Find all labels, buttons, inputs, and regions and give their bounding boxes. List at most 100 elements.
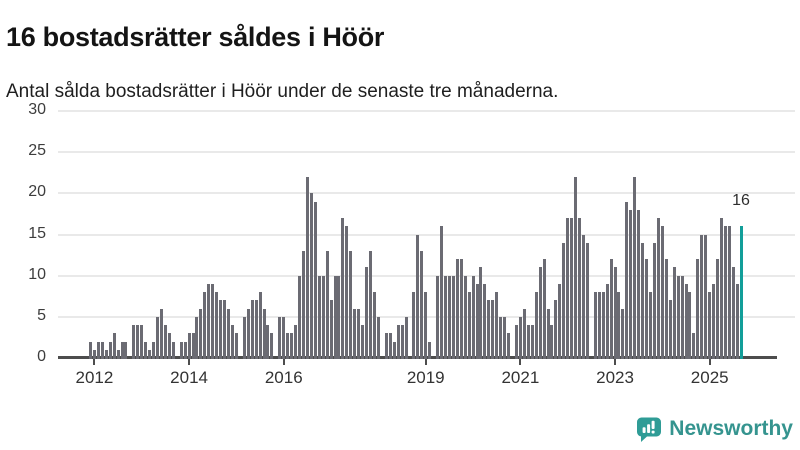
bar: [167, 333, 171, 359]
bar: [436, 275, 440, 359]
bar: [660, 226, 664, 359]
y-gridline: [58, 192, 795, 195]
y-axis-label: 0: [37, 348, 46, 365]
bar: [207, 283, 211, 359]
x-axis-label: 2023: [596, 368, 634, 387]
bar: [574, 176, 578, 359]
bar: [112, 333, 116, 359]
bar: [483, 283, 487, 359]
bar: [424, 292, 428, 359]
bar: [266, 325, 270, 359]
bar: [530, 325, 534, 359]
bar: [582, 234, 585, 359]
y-gridline: [58, 274, 795, 277]
bar: [337, 275, 341, 359]
bar: [593, 292, 597, 359]
bar: [447, 275, 451, 359]
bar: [731, 267, 735, 359]
bar: [357, 308, 361, 359]
bar: [617, 292, 621, 359]
bar: [680, 275, 684, 359]
bar: [404, 316, 408, 359]
bar: [89, 341, 92, 359]
bar: [412, 292, 416, 359]
bar: [664, 259, 668, 359]
bar: [428, 341, 432, 359]
bar: [641, 242, 645, 359]
bar: [246, 308, 250, 359]
bar: [676, 275, 680, 359]
bar: [656, 218, 660, 359]
bar: [179, 341, 183, 359]
bar: [376, 316, 380, 359]
bar: [211, 283, 215, 359]
x-axis-tick: [188, 359, 191, 365]
bar: [195, 316, 199, 359]
bar: [727, 226, 731, 359]
bar: [171, 341, 175, 359]
bar: [136, 325, 140, 359]
bar: [317, 275, 321, 359]
bar: [191, 333, 195, 359]
bar: [329, 300, 333, 359]
x-axis-tick: [708, 359, 711, 365]
bar: [120, 341, 124, 359]
bar: [562, 242, 566, 359]
page-title: 16 bostadsrätter såldes i Höör: [6, 22, 385, 53]
bar: [282, 316, 286, 359]
bar: [542, 259, 546, 359]
bar: [723, 226, 727, 359]
y-axis-label: 10: [28, 265, 46, 283]
bar: [649, 292, 653, 359]
bar: [234, 333, 238, 359]
y-gridline: [58, 233, 795, 236]
bar: [215, 292, 219, 359]
bar: [637, 209, 641, 359]
bar: [613, 267, 617, 359]
bar: [518, 316, 522, 359]
bar: [601, 292, 605, 359]
bar: [455, 259, 459, 359]
y-axis-label: 30: [28, 101, 46, 118]
bar: [704, 234, 708, 359]
bar: [645, 259, 649, 359]
bar: [365, 267, 369, 359]
bar: [396, 325, 400, 359]
bar: [491, 300, 495, 359]
x-axis-tick: [424, 359, 427, 365]
bar: [566, 218, 570, 359]
bar: [684, 283, 688, 359]
bar: [514, 325, 518, 359]
bar-highlighted: [739, 226, 743, 359]
bar: [400, 325, 404, 359]
bar: [534, 292, 538, 359]
bar: [550, 325, 554, 359]
bar: [270, 333, 274, 359]
bar: [294, 325, 298, 359]
bar: [570, 218, 574, 359]
bar: [361, 325, 365, 359]
y-axis-label: 20: [28, 183, 46, 201]
bar: [475, 283, 479, 359]
bar: [672, 267, 676, 359]
bar: [688, 292, 692, 359]
bar: [384, 333, 388, 359]
bar: [633, 176, 637, 359]
bar: [369, 250, 373, 359]
x-axis-label: 2021: [501, 368, 540, 387]
y-gridline: [58, 151, 795, 154]
bar: [144, 341, 148, 359]
newsworthy-logo[interactable]: Newsworthy: [634, 415, 793, 443]
bar: [227, 308, 231, 359]
bar: [96, 341, 100, 359]
bar: [416, 234, 420, 359]
newsworthy-brand-text: Newsworthy: [669, 417, 793, 440]
bar: [298, 275, 302, 359]
bar: [420, 250, 424, 359]
bar: [290, 333, 294, 359]
bar: [720, 218, 724, 359]
x-axis-label: 2016: [264, 368, 303, 387]
x-axis-label: 2025: [690, 368, 729, 387]
bar: [353, 308, 357, 359]
bar: [546, 308, 550, 359]
